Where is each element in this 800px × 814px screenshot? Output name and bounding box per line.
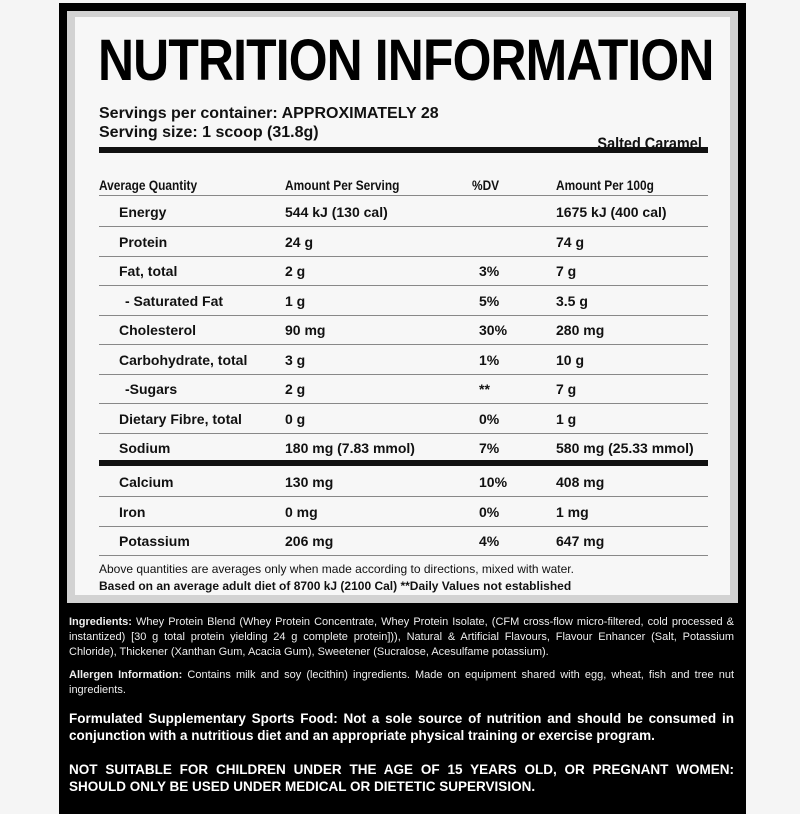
row-divider	[99, 555, 708, 556]
row-divider	[99, 373, 708, 375]
per-serving-value: 90 mg	[285, 322, 326, 338]
nutrient-name: Protein	[119, 233, 168, 250]
servings-per-container: Servings per container: APPROXIMATELY 28	[99, 105, 439, 122]
per-100g-value: 3.5 g	[556, 292, 588, 309]
table-row: -Sugars 2 g ** 7 g	[99, 374, 708, 403]
dv-value: 0%	[479, 503, 500, 520]
row-divider	[99, 226, 708, 227]
dv-value: 7%	[479, 440, 500, 456]
per-serving-value: 544 kJ (130 cal)	[285, 204, 388, 220]
dv-value: 10%	[479, 474, 508, 490]
row-divider	[99, 403, 708, 404]
per-100g-value: 1 g	[556, 410, 577, 427]
per-100g-value: 7 g	[556, 263, 577, 279]
per-serving-value: 1 g	[285, 292, 306, 309]
per-100g-value: 1 mg	[556, 503, 589, 520]
per-serving-value: 0 g	[285, 410, 306, 427]
table-row: Fat, total 2 g 3% 7 g	[99, 256, 708, 285]
note-daily-values: Based on an average adult diet of 8700 k…	[99, 579, 572, 593]
nutrient-name: Energy	[119, 204, 167, 220]
serving-size: Serving size: 1 scoop (31.8g)	[99, 124, 319, 141]
nutrient-name: Dietary Fibre, total	[119, 410, 242, 427]
dv-value: **	[479, 381, 490, 397]
row-divider	[99, 344, 708, 345]
divider	[99, 195, 708, 196]
dv-value: 1%	[479, 351, 500, 368]
per-100g-value: 647 mg	[556, 533, 605, 549]
table-row: Iron 0 mg 0% 1 mg	[99, 497, 708, 526]
divider	[99, 460, 708, 466]
header-per-100g: Amount Per 100g	[556, 177, 654, 193]
per-serving-value: 180 mg (7.83 mmol)	[285, 440, 415, 456]
row-divider	[99, 525, 708, 527]
per-serving-value: 2 g	[285, 381, 306, 397]
table-row: - Saturated Fat 1 g 5% 3.5 g	[99, 286, 708, 315]
ingredients-label: Ingredients:	[69, 616, 132, 628]
nutrient-name: -Sugars	[125, 381, 178, 397]
row-divider	[99, 314, 708, 316]
nutrient-name: Cholesterol	[119, 322, 197, 338]
row-divider	[99, 285, 708, 286]
per-100g-value: 10 g	[556, 351, 585, 368]
dv-value: 4%	[479, 533, 500, 549]
per-serving-value: 24 g	[285, 233, 314, 250]
per-100g-value: 408 mg	[556, 474, 605, 490]
header-dv: %DV	[472, 177, 500, 193]
table-row: Energy 544 kJ (130 cal) 1675 kJ (400 cal)	[99, 197, 708, 226]
divider	[99, 147, 708, 153]
dv-value: 5%	[479, 292, 500, 309]
note-averages: Above quantities are averages only when …	[99, 562, 574, 576]
table-row: Sodium 180 mg (7.83 mmol) 7% 580 mg (25.33 …	[99, 433, 708, 462]
dv-value: 30%	[479, 322, 508, 338]
nutrition-panel: NUTRITION INFORMATION Servings per conta…	[67, 11, 738, 603]
nutrient-name: Sodium	[119, 440, 171, 456]
dv-value: 0%	[479, 410, 500, 427]
table-row: Potassium 206 mg 4% 647 mg	[99, 526, 708, 555]
per-serving-value: 206 mg	[285, 533, 334, 549]
allergen-text: Contains milk and soy (lecithin) ingredi…	[69, 669, 735, 696]
nutrient-name: - Saturated Fat	[125, 292, 224, 309]
nutrient-name: Fat, total	[119, 263, 178, 279]
per-100g-value: 74 g	[556, 233, 585, 250]
row-divider	[99, 432, 708, 434]
header-average-quantity: Average Quantity	[99, 177, 198, 193]
nutrient-name: Calcium	[119, 474, 174, 490]
per-serving-value: 130 mg	[285, 474, 334, 490]
table-row: Calcium 130 mg 10% 408 mg	[99, 467, 708, 496]
per-100g-value: 280 mg	[556, 322, 605, 338]
formulated-statement: Formulated Supplementary Sports Food: No…	[69, 711, 734, 743]
label-frame: NUTRITION INFORMATION Servings per conta…	[59, 3, 746, 814]
nutrient-name: Iron	[119, 503, 146, 520]
page-title: NUTRITION INFORMATION	[98, 28, 714, 93]
warning-statement: NOT SUITABLE FOR CHILDREN UNDER THE AGE …	[69, 762, 734, 794]
row-divider	[99, 255, 708, 257]
ingredients-text: Whey Protein Blend (Whey Protein Concent…	[69, 616, 735, 658]
per-serving-value: 3 g	[285, 351, 306, 368]
per-serving-value: 0 mg	[285, 503, 318, 520]
table-row: Cholesterol 90 mg 30% 280 mg	[99, 315, 708, 344]
nutrient-name: Potassium	[119, 533, 190, 549]
dv-value: 3%	[479, 263, 500, 279]
per-100g-value: 580 mg (25.33 mmol)	[556, 440, 694, 456]
table-row: Carbohydrate, total 3 g 1% 10 g	[99, 345, 708, 374]
nutrition-panel-inner: NUTRITION INFORMATION Servings per conta…	[75, 17, 730, 595]
table-row: Protein 24 g 74 g	[99, 227, 708, 256]
ingredients-section: Ingredients: Whey Protein Blend (Whey Pr…	[69, 615, 734, 795]
allergen-label: Allergen Information:	[69, 669, 183, 681]
per-100g-value: 1675 kJ (400 cal)	[556, 204, 667, 220]
table-row: Dietary Fibre, total 0 g 0% 1 g	[99, 404, 708, 433]
row-divider	[99, 496, 708, 497]
header-per-serving: Amount Per Serving	[285, 177, 400, 193]
per-serving-value: 2 g	[285, 263, 306, 279]
nutrient-name: Carbohydrate, total	[119, 351, 248, 368]
per-100g-value: 7 g	[556, 381, 577, 397]
